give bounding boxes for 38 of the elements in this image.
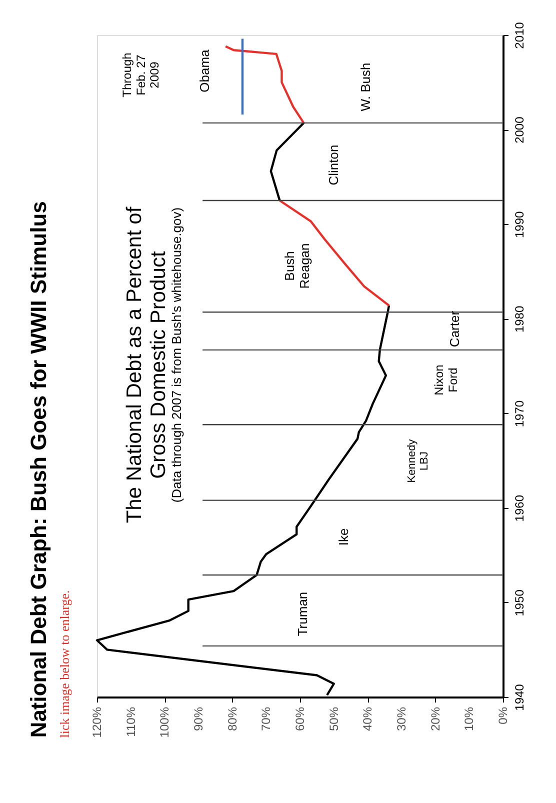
y-tick-label: 1970 [512, 400, 526, 428]
x-tick-label: 0% [496, 706, 510, 724]
x-tick-label: 30% [394, 706, 408, 732]
x-tick-label: 60% [293, 706, 307, 732]
annotation: Clinton [326, 144, 341, 186]
line-series [278, 199, 390, 307]
annotation: W. Bush [358, 62, 373, 112]
annotation: Bush Reagan [282, 243, 312, 289]
annotation: Nixon Ford [432, 364, 460, 396]
annotation: (Data through 2007 is from Bush's whitehouse.gov) [169, 207, 184, 503]
y-tick-label: 2000 [512, 116, 526, 144]
y-tick-label: 1950 [512, 589, 526, 616]
annotation: Kennedy LBJ [406, 438, 431, 483]
line-series [224, 45, 305, 124]
x-tick-label: 40% [360, 706, 375, 732]
annotation: Through Feb. 27 2009 [120, 52, 162, 98]
y-tick-label: 1960 [512, 494, 526, 522]
x-tick-label: 20% [428, 706, 442, 732]
annotation: Obama [197, 48, 212, 92]
x-tick-label: 10% [462, 706, 476, 732]
y-tick-label: 1990 [512, 210, 526, 238]
x-tick-label: 50% [326, 706, 341, 732]
annotation: The National Debt as a Percent of Gross Domestic Product [123, 206, 170, 524]
x-tick-label: 80% [225, 706, 240, 732]
annotation: Carter [447, 310, 462, 348]
y-tick-label: 1980 [512, 306, 526, 333]
line-series [270, 122, 305, 202]
y-tick-label: 1940 [512, 684, 526, 711]
x-tick-label: 70% [259, 706, 274, 732]
y-tick-label: 2010 [512, 22, 526, 49]
annotation: Truman [295, 592, 310, 636]
x-tick-label: 110% [124, 706, 138, 737]
text: National Debt Graph: Bush Goes for WWII Stimulus [26, 201, 51, 738]
x-tick-label: 120% [90, 706, 104, 738]
x-tick-label: 90% [192, 706, 206, 732]
annotation: Ike [336, 528, 351, 546]
x-tick-label: 100% [158, 706, 172, 738]
text: lick image below to enlarge. [57, 590, 72, 738]
